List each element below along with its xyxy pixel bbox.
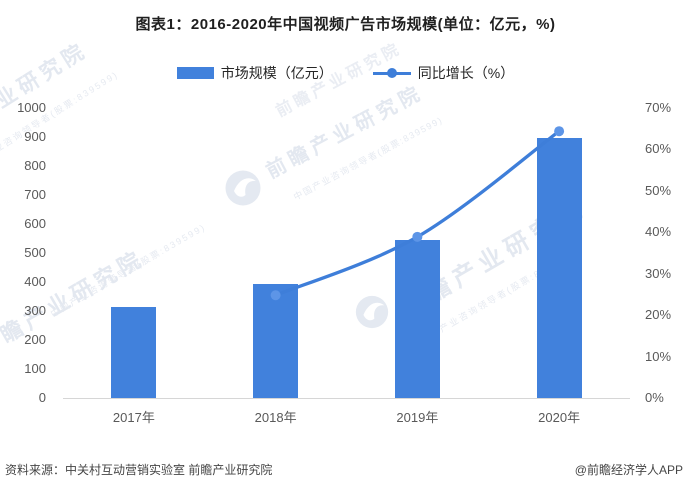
x-axis-label: 2017年 bbox=[112, 410, 155, 425]
right-axis-tick: 50% bbox=[645, 182, 672, 198]
watermark-logo-icon bbox=[225, 170, 261, 206]
line-series-swatch bbox=[372, 68, 411, 78]
left-axis-tick: 500 bbox=[24, 245, 46, 260]
right-axis-tick: 40% bbox=[645, 224, 672, 240]
bar-2017年 bbox=[111, 306, 157, 398]
x-axis-line bbox=[63, 398, 630, 399]
left-axis-tick: 700 bbox=[24, 187, 46, 202]
left-axis-tick: 900 bbox=[24, 129, 46, 144]
right-axis-tick: 30% bbox=[645, 265, 672, 281]
left-axis-tick: 200 bbox=[24, 332, 46, 347]
watermark-logo-icon bbox=[355, 295, 389, 329]
left-axis-tick: 1000 bbox=[17, 100, 46, 115]
left-axis-tick: 400 bbox=[24, 274, 46, 289]
source-note: 资料来源：中关村互动营销实验室 前瞻产业研究院 bbox=[5, 463, 273, 477]
legend-label: 同比增长（%） bbox=[417, 65, 515, 81]
chart-title: 图表1：2016-2020年中国视频广告市场规模(单位：亿元，%) bbox=[135, 16, 556, 33]
legend-item-growth: 同比增长（%） bbox=[372, 63, 515, 83]
chart-legend: 市场规模（亿元） 同比增长（%） bbox=[0, 63, 691, 83]
x-axis-label: 2020年 bbox=[538, 410, 581, 425]
left-axis-tick: 800 bbox=[24, 158, 46, 173]
bar-2020年 bbox=[536, 137, 582, 398]
bar-series-swatch bbox=[176, 67, 214, 79]
x-axis-label: 2019年 bbox=[396, 410, 439, 425]
left-axis-tick: 600 bbox=[24, 216, 46, 231]
credit-note: @前瞻经济学人APP bbox=[574, 463, 683, 477]
x-axis-label: 2018年 bbox=[254, 410, 297, 425]
right-axis-tick: 70% bbox=[645, 100, 672, 115]
legend-label: 市场规模（亿元） bbox=[220, 65, 333, 81]
left-axis-tick: 300 bbox=[24, 303, 46, 318]
left-axis-tick: 100 bbox=[24, 361, 46, 376]
growth-line-marker bbox=[554, 126, 565, 137]
watermark-sub-text: 中国产业咨询领导者(股票:839599) bbox=[0, 69, 121, 172]
watermark-brand-text: 前瞻产业研究院 bbox=[262, 81, 428, 183]
right-axis-tick: 0% bbox=[645, 390, 664, 405]
legend-item-market-size: 市场规模（亿元） bbox=[176, 63, 333, 83]
watermark-sub-text: 中国产业咨询领导者(股票:839599) bbox=[291, 114, 445, 203]
right-axis-tick: 20% bbox=[645, 307, 672, 323]
line-marker-dot-icon bbox=[386, 68, 397, 78]
left-axis-tick: 0 bbox=[38, 390, 46, 405]
right-axis-tick: 10% bbox=[645, 348, 672, 364]
right-axis-tick: 60% bbox=[645, 141, 672, 157]
bar-2019年 bbox=[394, 239, 440, 398]
bar-2018年 bbox=[253, 284, 299, 398]
watermark-sub-text: 中国产业咨询领导者(股票:839599) bbox=[48, 221, 208, 320]
